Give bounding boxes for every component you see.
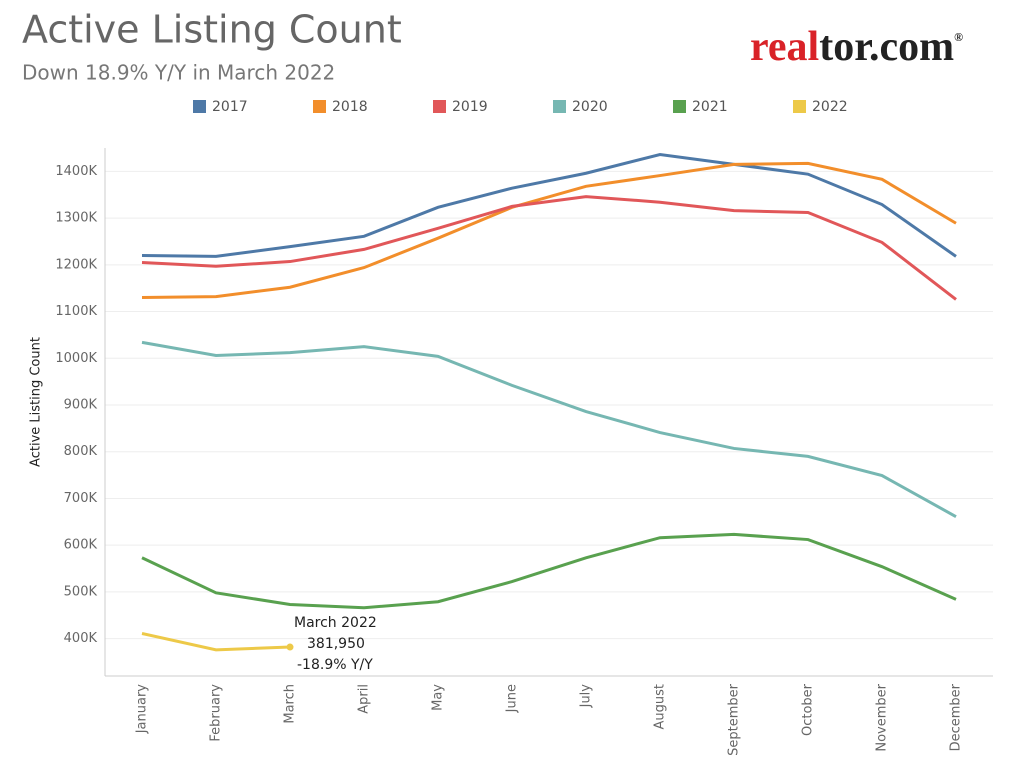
x-tick-label: April xyxy=(357,684,372,714)
y-tick-label: 900K xyxy=(64,397,98,412)
data-label: 381,950 xyxy=(307,636,365,652)
x-tick-label: June xyxy=(505,684,520,713)
legend-label: 2017 xyxy=(212,99,248,115)
y-tick-label: 500K xyxy=(64,584,98,599)
y-tick-label: 600K xyxy=(64,538,98,553)
x-tick-label: February xyxy=(209,684,224,742)
series-line xyxy=(141,532,957,610)
y-tick-label: 1400K xyxy=(55,164,97,179)
x-tick-label: September xyxy=(727,683,742,756)
legend-swatch xyxy=(553,100,566,113)
chart-subtitle: Down 18.9% Y/Y in March 2022 xyxy=(22,61,335,85)
x-tick-label: October xyxy=(801,683,816,736)
logo-part: ® xyxy=(954,30,963,44)
logo: realtor.com® xyxy=(750,24,963,70)
y-axis-label: Active Listing Count xyxy=(29,337,44,467)
x-tick-label: December xyxy=(949,683,964,751)
x-tick-label: March xyxy=(283,684,298,724)
y-tick-label: 400K xyxy=(64,631,98,646)
logo-part: real xyxy=(750,24,819,70)
y-tick-label: 700K xyxy=(64,491,98,506)
legend-swatch xyxy=(193,100,206,113)
y-tick-label: 800K xyxy=(64,444,98,459)
legend-swatch xyxy=(433,100,446,113)
highlight-point xyxy=(286,643,294,651)
legend-swatch xyxy=(793,100,806,113)
legend-swatch xyxy=(673,100,686,113)
x-tick-label: November xyxy=(875,683,890,751)
annotation-title: March 2022 xyxy=(294,615,377,631)
series-line xyxy=(141,632,291,652)
y-tick-label: 1000K xyxy=(55,351,97,366)
x-tick-label: May xyxy=(431,684,446,711)
legend-label: 2020 xyxy=(572,99,608,115)
y-tick-label: 1200K xyxy=(55,257,97,272)
legend-label: 2022 xyxy=(812,99,848,115)
chart-title: Active Listing Count xyxy=(22,8,402,52)
x-tick-label: January xyxy=(135,684,150,735)
legend-swatch xyxy=(313,100,326,113)
x-tick-label: August xyxy=(653,684,668,730)
y-tick-label: 1100K xyxy=(55,304,97,319)
logo-part: tor.com xyxy=(819,24,954,70)
legend-label: 2018 xyxy=(332,99,368,115)
series-line xyxy=(141,195,957,301)
legend-label: 2021 xyxy=(692,99,728,115)
series-line xyxy=(141,153,957,258)
legend-label: 2019 xyxy=(452,99,488,115)
annotation-change: -18.9% Y/Y xyxy=(297,657,373,673)
series-line xyxy=(141,340,957,518)
y-tick-label: 1300K xyxy=(55,211,97,226)
series-line xyxy=(141,161,957,300)
x-tick-label: July xyxy=(579,684,594,709)
